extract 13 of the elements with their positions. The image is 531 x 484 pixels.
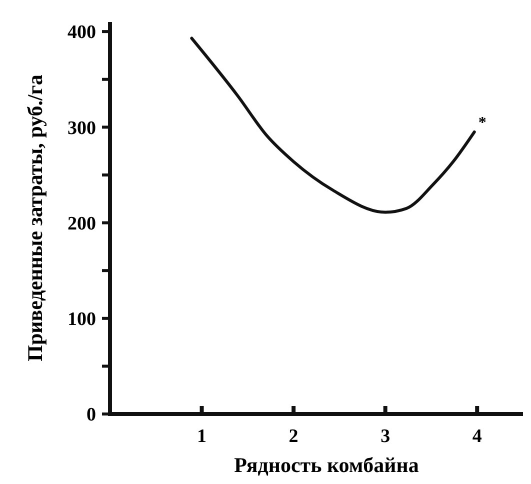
x-tick-label: 2 (288, 426, 298, 447)
y-tick-label: 100 (68, 309, 96, 330)
x-tick-label: 1 (197, 426, 207, 447)
y-tick-label: 200 (68, 213, 96, 234)
annotation: * (478, 114, 486, 132)
y-tick-label: 0 (86, 404, 96, 426)
y-axis-title: Приведенные затраты, руб./га (23, 74, 47, 362)
y-tick-label: 300 (68, 118, 96, 139)
x-tick-label: 3 (380, 426, 390, 447)
x-axis-title: Рядность комбайна (234, 453, 420, 477)
line-series (190, 36, 476, 214)
x-tick-label: 4 (472, 426, 482, 447)
y-tick-label: 400 (68, 22, 96, 44)
